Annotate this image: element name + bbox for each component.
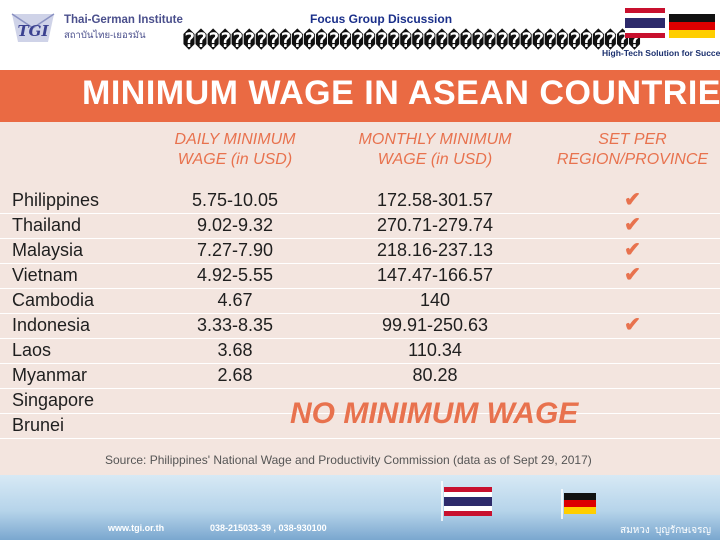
source-note: Source: Philippines' National Wage and P… (105, 453, 592, 467)
country-name: Singapore (12, 390, 95, 410)
institute-name-block: Thai-German Institute สถาบันไทย-เยอรมัน (64, 14, 183, 43)
table-row: Laos 3.68 110.34 (0, 338, 720, 364)
country-name: Brunei (12, 415, 65, 435)
tgi-logo: TGI (11, 13, 55, 42)
daily-wage: 4.67 (217, 290, 253, 310)
monthly-wage: 218.16-237.13 (376, 240, 494, 260)
column-header-daily: DAILY MINIMUM WAGE (in USD) (150, 130, 320, 170)
daily-wage: 7.27-7.90 (196, 240, 274, 260)
daily-wage: 5.75-10.05 (191, 190, 279, 210)
table-row: Philippines 5.75-10.05 172.58-301.57 ✔ (0, 188, 720, 214)
check-icon (545, 363, 720, 388)
infographic-banner: MINIMUM WAGE IN ASEAN COUNTRIES (0, 70, 720, 122)
column-header-monthly-line2: WAGE (in USD) (377, 151, 493, 168)
daily-wage: 4.92-5.55 (196, 265, 274, 285)
column-header-region-line1: SET PER (598, 131, 667, 148)
table-row: Singapore (0, 388, 720, 414)
thai-german-flags-icon (625, 8, 715, 38)
check-icon: ✔ (624, 314, 641, 336)
table-row: Cambodia 4.67 140 (0, 288, 720, 314)
logo-lettering: TGI (18, 22, 50, 40)
country-name: Thailand (12, 215, 82, 235)
footer-phone: 038-215033-39 , 038-930100 (210, 523, 327, 533)
column-header-daily-line2: WAGE (in USD) (177, 151, 293, 168)
check-icon (545, 338, 720, 363)
monthly-wage: 110.34 (408, 340, 462, 360)
daily-wage: 3.33-8.35 (196, 315, 274, 335)
table-row: Myanmar 2.68 80.28 (0, 363, 720, 389)
check-icon: ✔ (624, 214, 641, 236)
column-header-monthly-line1: MONTHLY MINIMUM (358, 131, 512, 148)
no-minimum-wage-label: NO MINIMUM WAGE (290, 397, 579, 430)
table-row: Vietnam 4.92-5.55 147.47-166.57 ✔ (0, 263, 720, 289)
monthly-wage: 172.58-301.57 (376, 190, 494, 210)
check-icon (545, 288, 720, 313)
country-name: Vietnam (12, 265, 78, 285)
table-row: Malaysia 7.27-7.90 218.16-237.13 ✔ (0, 238, 720, 264)
column-header-monthly: MONTHLY MINIMUM WAGE (in USD) (335, 130, 535, 170)
monthly-wage: 147.47-166.57 (376, 265, 494, 285)
infographic-title: MINIMUM WAGE IN ASEAN COUNTRIES (82, 74, 720, 112)
daily-wage: 9.02-9.32 (196, 215, 274, 235)
country-name: Indonesia (12, 315, 91, 335)
country-name: Myanmar (12, 365, 88, 385)
check-icon: ✔ (624, 239, 641, 261)
deck-title: Focus Group Discussion (310, 12, 453, 26)
country-name: Laos (12, 340, 52, 360)
column-header-region-line2: REGION/PROVINCE (556, 151, 709, 168)
tagline: High-Tech Solution for Success (602, 48, 720, 58)
country-name: Cambodia (12, 290, 95, 310)
check-icon: ✔ (624, 189, 641, 211)
footer-website: www.tgi.or.th (108, 523, 165, 533)
table-row: Indonesia 3.33-8.35 99.91-250.63 ✔ (0, 313, 720, 339)
check-icon: ✔ (624, 264, 641, 286)
country-name: Philippines (12, 190, 100, 210)
thai-flag-decoration-icon (441, 481, 492, 521)
garbled-slide-title: �������������������������������������� (183, 28, 641, 52)
slide-header: TGI Thai-German Institute สถาบันไทย-เยอร… (0, 0, 720, 70)
column-header-region: SET PER REGION/PROVINCE (545, 130, 720, 170)
country-name: Malaysia (12, 240, 84, 260)
footer-presenter-first-name: สมหวง (620, 525, 650, 536)
institute-name-en: Thai-German Institute (64, 14, 183, 26)
daily-wage: 2.68 (217, 365, 253, 385)
column-header-daily-line1: DAILY MINIMUM (174, 131, 296, 148)
german-flag-decoration-icon (561, 489, 596, 519)
footer-presenter-last-name: บุญรักษเจรญ (655, 525, 712, 536)
slide-footer: www.tgi.or.th 038-215033-39 , 038-930100… (0, 475, 720, 540)
daily-wage: 3.68 (217, 340, 253, 360)
monthly-wage: 270.71-279.74 (376, 215, 494, 235)
institute-name-th: สถาบันไทย-เยอรมัน (64, 30, 146, 41)
minimum-wage-infographic: MINIMUM WAGE IN ASEAN COUNTRIES DAILY MI… (0, 70, 720, 475)
table-row: Brunei (0, 413, 720, 439)
monthly-wage: 140 (419, 290, 451, 310)
monthly-wage: 99.91-250.63 (381, 315, 489, 335)
table-row: Thailand 9.02-9.32 270.71-279.74 ✔ (0, 213, 720, 239)
monthly-wage: 80.28 (412, 365, 458, 385)
